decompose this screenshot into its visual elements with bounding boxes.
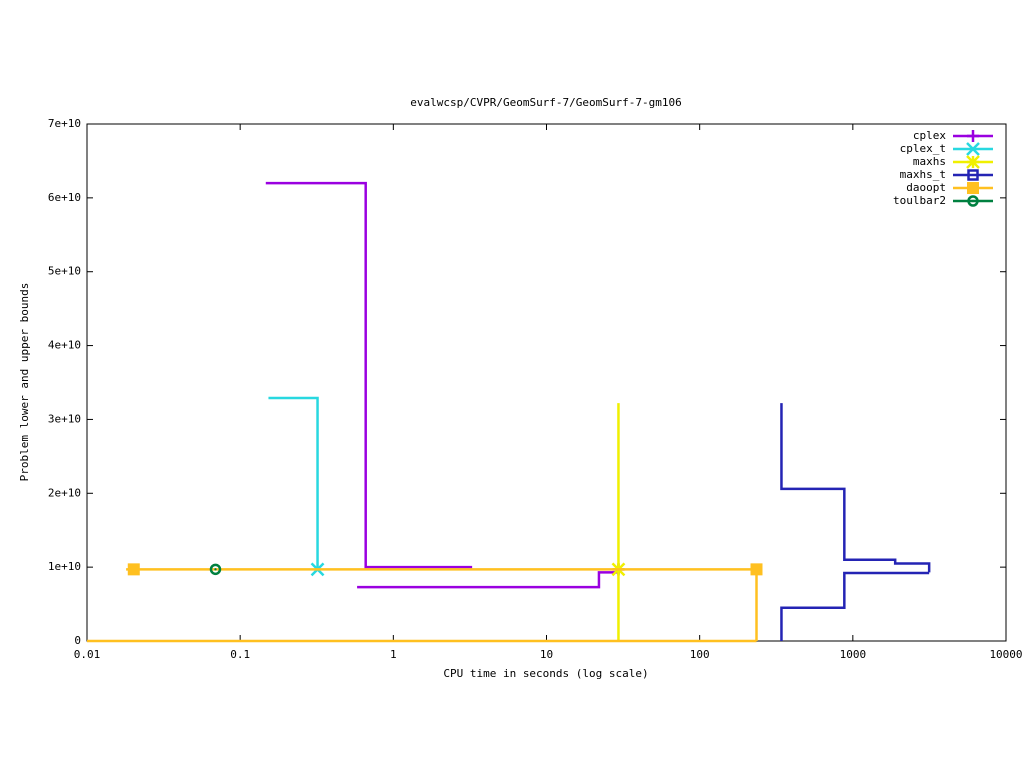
y-tick-label: 0 (74, 634, 81, 647)
legend-label: cplex_t (900, 142, 946, 155)
legend-marker (966, 142, 980, 156)
x-tick-label: 100 (690, 648, 710, 661)
point-marker-part (209, 563, 222, 576)
x-axis-label: CPU time in seconds (log scale) (443, 667, 648, 680)
point-marker-part (127, 563, 140, 576)
y-tick-label: 2e+10 (48, 486, 81, 499)
x-tick-label: 10000 (989, 648, 1022, 661)
legend-label: maxhs (913, 155, 946, 168)
series-line (87, 568, 758, 643)
y-axis-label: Problem lower and upper bounds (18, 283, 31, 482)
legend-label: maxhs_t (900, 168, 946, 181)
y-tick-label: 4e+10 (48, 339, 81, 352)
series-line (268, 396, 319, 570)
x-tick-label: 1 (390, 648, 397, 661)
x-tick-label: 1000 (840, 648, 867, 661)
legend-marker (966, 155, 980, 169)
legend-marker (967, 195, 979, 207)
legend-marker-part (966, 155, 980, 169)
legend-label: cplex (913, 129, 946, 142)
plot-frame (86, 123, 1007, 642)
legend-marker (967, 182, 979, 194)
chart-title: evalwcsp/CVPR/GeomSurf-7/GeomSurf-7-gm10… (410, 96, 682, 109)
x-tick-label: 0.1 (230, 648, 250, 661)
point-marker (750, 563, 763, 576)
legend-marker-part (967, 195, 979, 207)
y-tick-label: 6e+10 (48, 191, 81, 204)
legend-marker-part (967, 182, 979, 194)
point-marker-part (214, 568, 217, 571)
x-tick-label: 10 (540, 648, 553, 661)
y-tick-label: 3e+10 (48, 412, 81, 425)
legend-marker-part (971, 199, 975, 203)
legend-marker-part (966, 142, 980, 156)
legend-label: toulbar2 (893, 194, 946, 207)
point-marker (209, 563, 222, 576)
series-line (780, 403, 931, 641)
x-tick-label: 0.01 (74, 648, 101, 661)
y-tick-label: 1e+10 (48, 560, 81, 573)
y-tick-label: 5e+10 (48, 265, 81, 278)
legend-label: daoopt (906, 181, 946, 194)
point-marker (127, 563, 140, 576)
legend-marker-part (967, 169, 979, 181)
legend-marker (967, 169, 979, 181)
point-marker-part (750, 563, 763, 576)
legend-marker (967, 130, 979, 142)
y-tick-label: 7e+10 (48, 117, 81, 130)
